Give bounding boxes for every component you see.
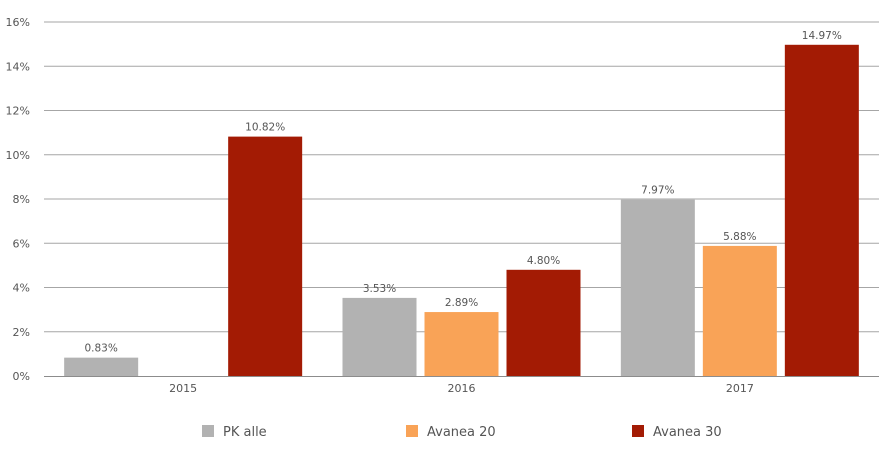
legend-label: Avanea 30 — [653, 425, 722, 440]
data-label: 7.97% — [641, 185, 674, 197]
y-tick-label: 2% — [13, 326, 30, 339]
bar-avanea-20-2016 — [424, 312, 499, 376]
x-tick-label: 2016 — [448, 382, 476, 395]
y-axis-ticks: 0% 2% 4% 6% 8% 10% 12% 14% 16% — [6, 16, 30, 383]
data-label: 5.88% — [723, 231, 756, 243]
y-tick-label: 10% — [6, 149, 30, 162]
legend-swatch — [632, 425, 644, 437]
data-label: 14.97% — [802, 30, 842, 42]
x-tick-label: 2017 — [726, 382, 754, 395]
x-axis-ticks: 2015 2016 2017 — [169, 382, 754, 395]
data-label: 0.83% — [84, 343, 117, 355]
data-label: 2.89% — [445, 297, 478, 309]
legend: PK alle Avanea 20 Avanea 30 — [202, 425, 722, 440]
data-label: 10.82% — [245, 122, 285, 134]
y-tick-label: 6% — [13, 237, 30, 250]
y-tick-label: 8% — [13, 193, 30, 206]
bar-avanea-30-2016 — [506, 269, 581, 376]
y-tick-label: 12% — [6, 105, 30, 118]
bar-pk-alle-2016 — [342, 297, 417, 376]
x-tick-label: 2015 — [169, 382, 197, 395]
y-tick-label: 14% — [6, 60, 30, 73]
legend-item: Avanea 20 — [406, 425, 496, 440]
legend-swatch — [202, 425, 214, 437]
y-tick-label: 4% — [13, 282, 30, 295]
legend-label: PK alle — [223, 425, 267, 440]
legend-item: Avanea 30 — [632, 425, 722, 440]
legend-label: Avanea 20 — [427, 425, 496, 440]
data-label: 3.53% — [363, 283, 396, 295]
legend-item: PK alle — [202, 425, 267, 440]
grid-lines — [44, 21, 879, 333]
bar-avanea-30-2015 — [228, 136, 303, 376]
bar-pk-alle-2017 — [620, 199, 695, 376]
bars — [64, 44, 859, 376]
bar-pk-alle-2015 — [64, 357, 139, 376]
legend-swatch — [406, 425, 418, 437]
data-label: 4.80% — [527, 255, 560, 267]
y-tick-label: 16% — [6, 16, 30, 29]
data-labels: 0.83% 10.82% 3.53% 2.89% 4.80% 7.97% 5.88% 14.9… — [84, 30, 841, 355]
bar-avanea-30-2017 — [784, 44, 859, 376]
y-tick-label: 0% — [13, 370, 30, 383]
bar-avanea-20-2017 — [702, 245, 777, 376]
